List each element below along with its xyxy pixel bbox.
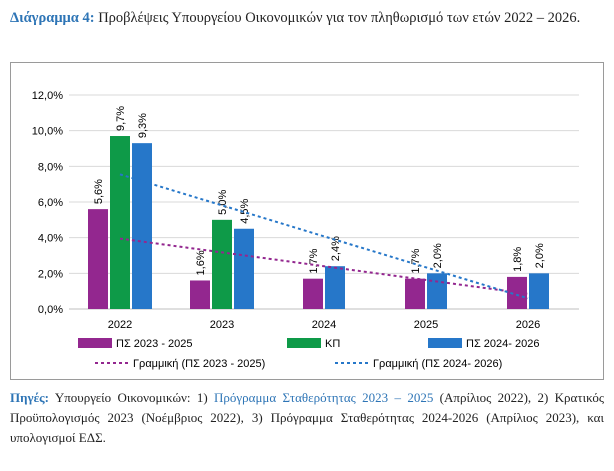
bar <box>325 266 345 309</box>
data-label: 1,7% <box>308 248 320 273</box>
data-label: 2,0% <box>432 243 444 268</box>
data-label: 5,0% <box>217 190 229 215</box>
y-tick-label: 2,0% <box>38 268 63 280</box>
legend-label: Γραμμική (ΠΣ 2023 - 2025) <box>133 358 265 370</box>
sources-note: Πηγές: Υπουργείο Οικονομικών: 1) Πρόγραμ… <box>10 388 604 448</box>
bar <box>110 136 130 309</box>
y-tick-label: 10,0% <box>32 126 63 138</box>
x-tick-label: 2025 <box>414 319 438 331</box>
data-label: 1,7% <box>410 248 422 273</box>
data-label: 5,6% <box>93 179 105 204</box>
bar <box>88 209 108 309</box>
legend-swatch <box>78 338 112 348</box>
x-tick-label: 2023 <box>210 319 234 331</box>
bar <box>212 219 232 309</box>
data-label: 9,7% <box>115 106 127 131</box>
chart-title-text: Προβλέψεις Υπουργείου Οικονομικών για το… <box>98 10 581 26</box>
bar <box>507 276 527 309</box>
trendline <box>119 173 529 300</box>
x-tick-label: 2024 <box>312 319 336 331</box>
legend-label: ΚΠ <box>325 338 340 350</box>
bar <box>190 280 210 309</box>
data-label: 2,4% <box>330 236 342 261</box>
data-label: 1,8% <box>512 247 524 272</box>
chart-title: Διάγραμμα 4: Προβλέψεις Υπουργείου Οικον… <box>10 8 604 28</box>
data-label: 1,6% <box>195 250 207 275</box>
y-tick-label: 12,0% <box>32 90 63 102</box>
chart-title-label: Διάγραμμα 4: <box>10 10 95 26</box>
y-tick-label: 4,0% <box>38 233 63 245</box>
legend-swatch <box>287 338 321 348</box>
legend-label: ΠΣ 2024- 2026 <box>466 338 539 350</box>
sources-text-1: Υπουργείο Οικονομικών: 1) <box>54 390 208 405</box>
stability-programme-link[interactable]: Πρόγραμμα Σταθερότητας 2023 – 2025 <box>214 390 434 405</box>
y-tick-label: 0,0% <box>38 304 63 316</box>
x-tick-label: 2026 <box>516 319 540 331</box>
chart-area: 0,0% 2,0% 4,0% 6,0% 8,0% 10,0% 12,0% 5,6% 9,7% 9,… <box>10 62 604 380</box>
bar <box>427 273 447 309</box>
x-tick-label: 2022 <box>108 319 132 331</box>
legend-label: ΠΣ 2023 - 2025 <box>116 338 193 350</box>
bar <box>132 143 152 309</box>
sources-text-2: (Απρίλιος 2022), 2) Κρατικός Προϋπολογισ… <box>10 390 604 445</box>
data-label: 9,3% <box>137 113 149 138</box>
data-label: 4,5% <box>239 198 251 223</box>
y-tick-label: 6,0% <box>38 197 63 209</box>
sources-label: Πηγές: <box>10 390 49 405</box>
bar <box>303 278 323 309</box>
bar <box>234 228 254 309</box>
legend-label: Γραμμική (ΠΣ 2024- 2026) <box>373 358 502 370</box>
data-label: 2,0% <box>534 243 546 268</box>
y-tick-label: 8,0% <box>38 161 63 173</box>
inflation-chart: 0,0% 2,0% 4,0% 6,0% 8,0% 10,0% 12,0% 5,6% 9,7% 9,… <box>32 90 579 370</box>
legend-swatch <box>428 338 462 348</box>
bar <box>529 273 549 309</box>
trendline <box>119 237 529 295</box>
bar <box>405 278 425 309</box>
